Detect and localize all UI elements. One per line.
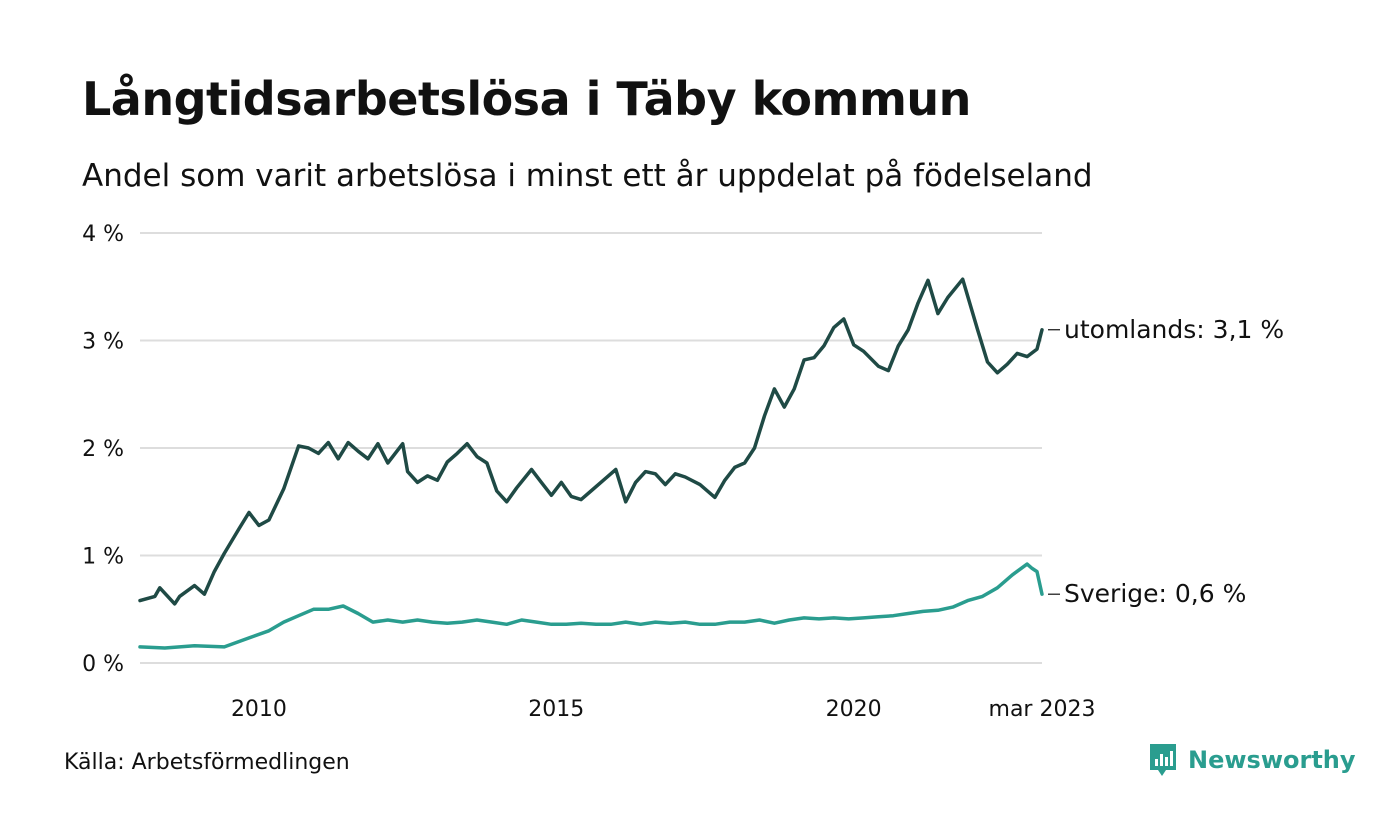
source-note: Källa: Arbetsförmedlingen (64, 750, 350, 775)
y-tick-label: 0 % (82, 652, 124, 677)
y-tick-label: 3 % (82, 330, 124, 355)
series-line-sverige (138, 562, 1044, 650)
x-tick-label: mar 2023 (989, 697, 1096, 722)
x-tick-label: 2015 (528, 697, 584, 722)
x-axis-ticks: 2010 2015 2020 mar 2023 (231, 697, 1096, 722)
series-line-utomlands (138, 277, 1044, 606)
x-tick-label: 2020 (826, 697, 882, 722)
line-chart: 0 % 1 % 2 % 3 % 4 % 2010 2015 2020 mar 2023 uto… (82, 222, 1284, 722)
newsworthy-logo-icon (1150, 744, 1176, 776)
y-tick-label: 2 % (82, 437, 124, 462)
gridlines (140, 232, 1042, 664)
x-tick-label: 2010 (231, 697, 287, 722)
brand-name: Newsworthy (1188, 746, 1356, 774)
series-end-label-utomlands: utomlands: 3,1 % (1064, 315, 1284, 344)
y-axis-ticks: 0 % 1 % 2 % 3 % 4 % (82, 222, 124, 677)
series-end-labels: utomlands: 3,1 % Sverige: 0,6 % (1048, 315, 1284, 608)
chart-title: Långtidsarbetslösa i Täby kommun (82, 72, 971, 126)
brand-logo: Newsworthy (1148, 742, 1356, 778)
series-lines (138, 277, 1044, 650)
y-tick-label: 1 % (82, 545, 124, 570)
series-end-label-sverige: Sverige: 0,6 % (1064, 579, 1246, 608)
chart-subtitle: Andel som varit arbetslösa i minst ett å… (82, 158, 1093, 194)
y-tick-label: 4 % (82, 222, 124, 247)
